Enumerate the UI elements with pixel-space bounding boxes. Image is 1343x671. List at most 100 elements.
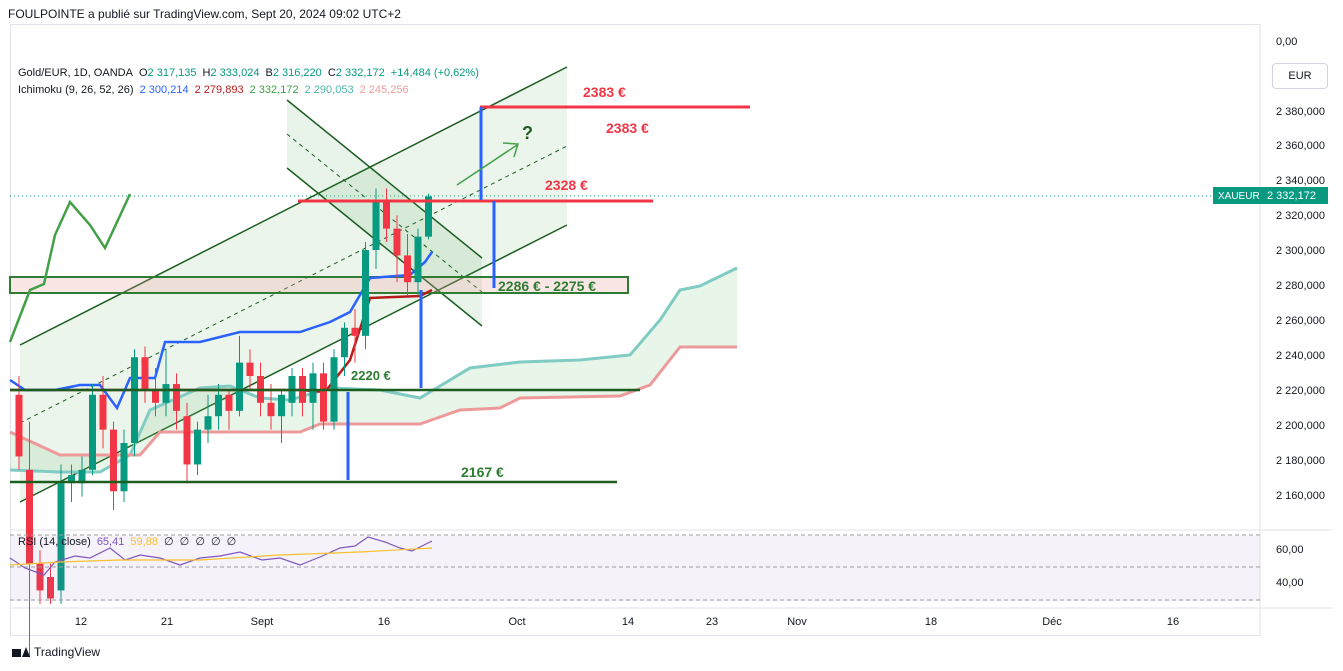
projection-arrow-icon	[456, 144, 518, 186]
change-value: +14,484 (+0,62%)	[390, 67, 479, 79]
candle-body	[225, 394, 233, 411]
ichimoku-span-a: 2 290,053	[304, 84, 354, 96]
candle-body	[425, 196, 432, 237]
symbol-tag-bg	[1213, 187, 1260, 204]
open-value: 2 317,135	[147, 67, 197, 79]
label-2220: 2220 €	[351, 368, 391, 383]
rsi-extra-5: ∅	[226, 536, 237, 548]
candle-body	[341, 327, 348, 358]
price-axis-tick: 2 180,000	[1276, 455, 1325, 467]
symbol-tag: XAUEUR	[1218, 191, 1260, 202]
candle-body	[393, 228, 401, 256]
price-axis-tick: 2 160,000	[1276, 490, 1325, 502]
desc-channel-median	[286, 133, 483, 293]
label-2383-a: 2383 €	[583, 84, 626, 100]
candle-body	[173, 384, 180, 411]
label-2383-b: 2383 €	[606, 120, 649, 136]
time-axis-tick: 14	[622, 616, 634, 628]
candle-body	[309, 373, 317, 403]
price-axis-tick: 2 340,000	[1276, 175, 1325, 187]
publish-info: FOULPOINTE a publié sur TradingView.com,…	[8, 7, 401, 21]
close-value: 2 332,172	[335, 67, 385, 79]
rsi-band-fill	[10, 535, 1260, 601]
currency-selector[interactable]: EUR	[1272, 63, 1328, 89]
ichimoku-conversion-line	[9, 251, 434, 411]
rsi-extra-1: ∅	[164, 536, 174, 548]
channel-median-line	[19, 145, 568, 424]
candle-body	[351, 327, 359, 336]
ichimoku-base: 2 279,893	[194, 84, 244, 96]
desc-channel-lower	[286, 167, 483, 327]
candle-body	[36, 563, 44, 591]
tradingview-footer[interactable]: TradingView	[12, 645, 100, 659]
candle-body	[404, 255, 411, 283]
candle-body	[372, 201, 380, 251]
candle-body	[26, 469, 33, 564]
ichimoku-cloud	[10, 268, 737, 472]
rsi-extra-4: ∅	[210, 536, 221, 548]
time-axis-tick: 23	[706, 616, 718, 628]
candle-body	[267, 402, 275, 417]
ichimoku-label: Ichimoku (9, 26, 52, 26)	[18, 84, 134, 96]
candle-body	[57, 483, 65, 591]
high-label: H	[202, 67, 211, 79]
ichimoku-lagging-line	[8, 193, 132, 343]
ichimoku-conversion: 2 300,214	[139, 84, 189, 96]
rsi-ma-value: 59,88	[130, 536, 158, 548]
candle-body	[414, 236, 422, 283]
rsi-label: RSI (14, close)	[18, 536, 91, 548]
rsi-legend: RSI (14, close) 65,41 59,88 ∅ ∅ ∅ ∅ ∅	[18, 535, 239, 548]
ichimoku-legend: Ichimoku (9, 26, 52, 26) 2 300,214 2 279…	[18, 84, 412, 96]
candle-body	[246, 362, 254, 377]
rsi-line	[9, 536, 433, 576]
candle-body	[362, 250, 369, 336]
price-axis-tick: 2 260,000	[1276, 315, 1325, 327]
candle-body	[15, 394, 23, 457]
high-value: 2 333,024	[210, 67, 260, 79]
candle-body	[47, 577, 54, 599]
time-axis-tick: 16	[1167, 616, 1179, 628]
price-axis-tick: 2 240,000	[1276, 350, 1325, 362]
candle-body	[215, 394, 222, 417]
candle-body	[152, 389, 159, 403]
price-axis-tick: 0,00	[1276, 36, 1297, 48]
price-tag-bg	[1260, 187, 1328, 204]
price-axis-tick: 2 320,000	[1276, 210, 1325, 222]
candle-body	[183, 416, 191, 465]
low-label: B	[265, 67, 273, 79]
channel-upper-line	[19, 66, 568, 346]
candle-body	[78, 469, 86, 484]
time-axis-tick: 16	[378, 616, 390, 628]
tradingview-brand: TradingView	[34, 645, 101, 659]
rsi-tick-40: 40,00	[1276, 577, 1304, 589]
time-axis-tick: 12	[75, 616, 87, 628]
desc-channel-upper	[286, 99, 483, 259]
time-axis-tick: Oct	[508, 616, 525, 628]
candle-body	[110, 429, 117, 492]
time-axis-tick: Sept	[251, 616, 274, 628]
ichimoku-span-b: 2 245,256	[359, 84, 409, 96]
candle-body	[320, 373, 327, 422]
close-label: C	[327, 67, 336, 79]
candle-body	[204, 416, 212, 430]
ichimoku-lagging: 2 332,172	[249, 84, 299, 96]
rsi-ma-line	[9, 547, 433, 566]
candle-body	[194, 429, 201, 465]
symbol-label: Gold/EUR, 1D, OANDA	[18, 67, 133, 79]
support-zone-box	[9, 276, 629, 294]
label-2167: 2167 €	[461, 464, 504, 480]
rsi-extra-2: ∅	[179, 536, 190, 548]
label-2328: 2328 €	[545, 177, 588, 193]
price-tag: 2 332,172	[1267, 190, 1316, 202]
price-axis-area	[1260, 24, 1333, 636]
candle-body	[99, 394, 107, 430]
open-label: O	[138, 67, 148, 79]
time-axis-tick: 21	[161, 616, 173, 628]
candle-body	[68, 475, 75, 484]
price-axis-tick: 2 380,000	[1276, 106, 1325, 118]
time-axis-tick: 18	[925, 616, 937, 628]
candle-body	[278, 394, 285, 417]
candle-body	[131, 357, 138, 444]
symbol-legend: Gold/EUR, 1D, OANDA O2 317,135 H2 333,02…	[18, 67, 482, 79]
